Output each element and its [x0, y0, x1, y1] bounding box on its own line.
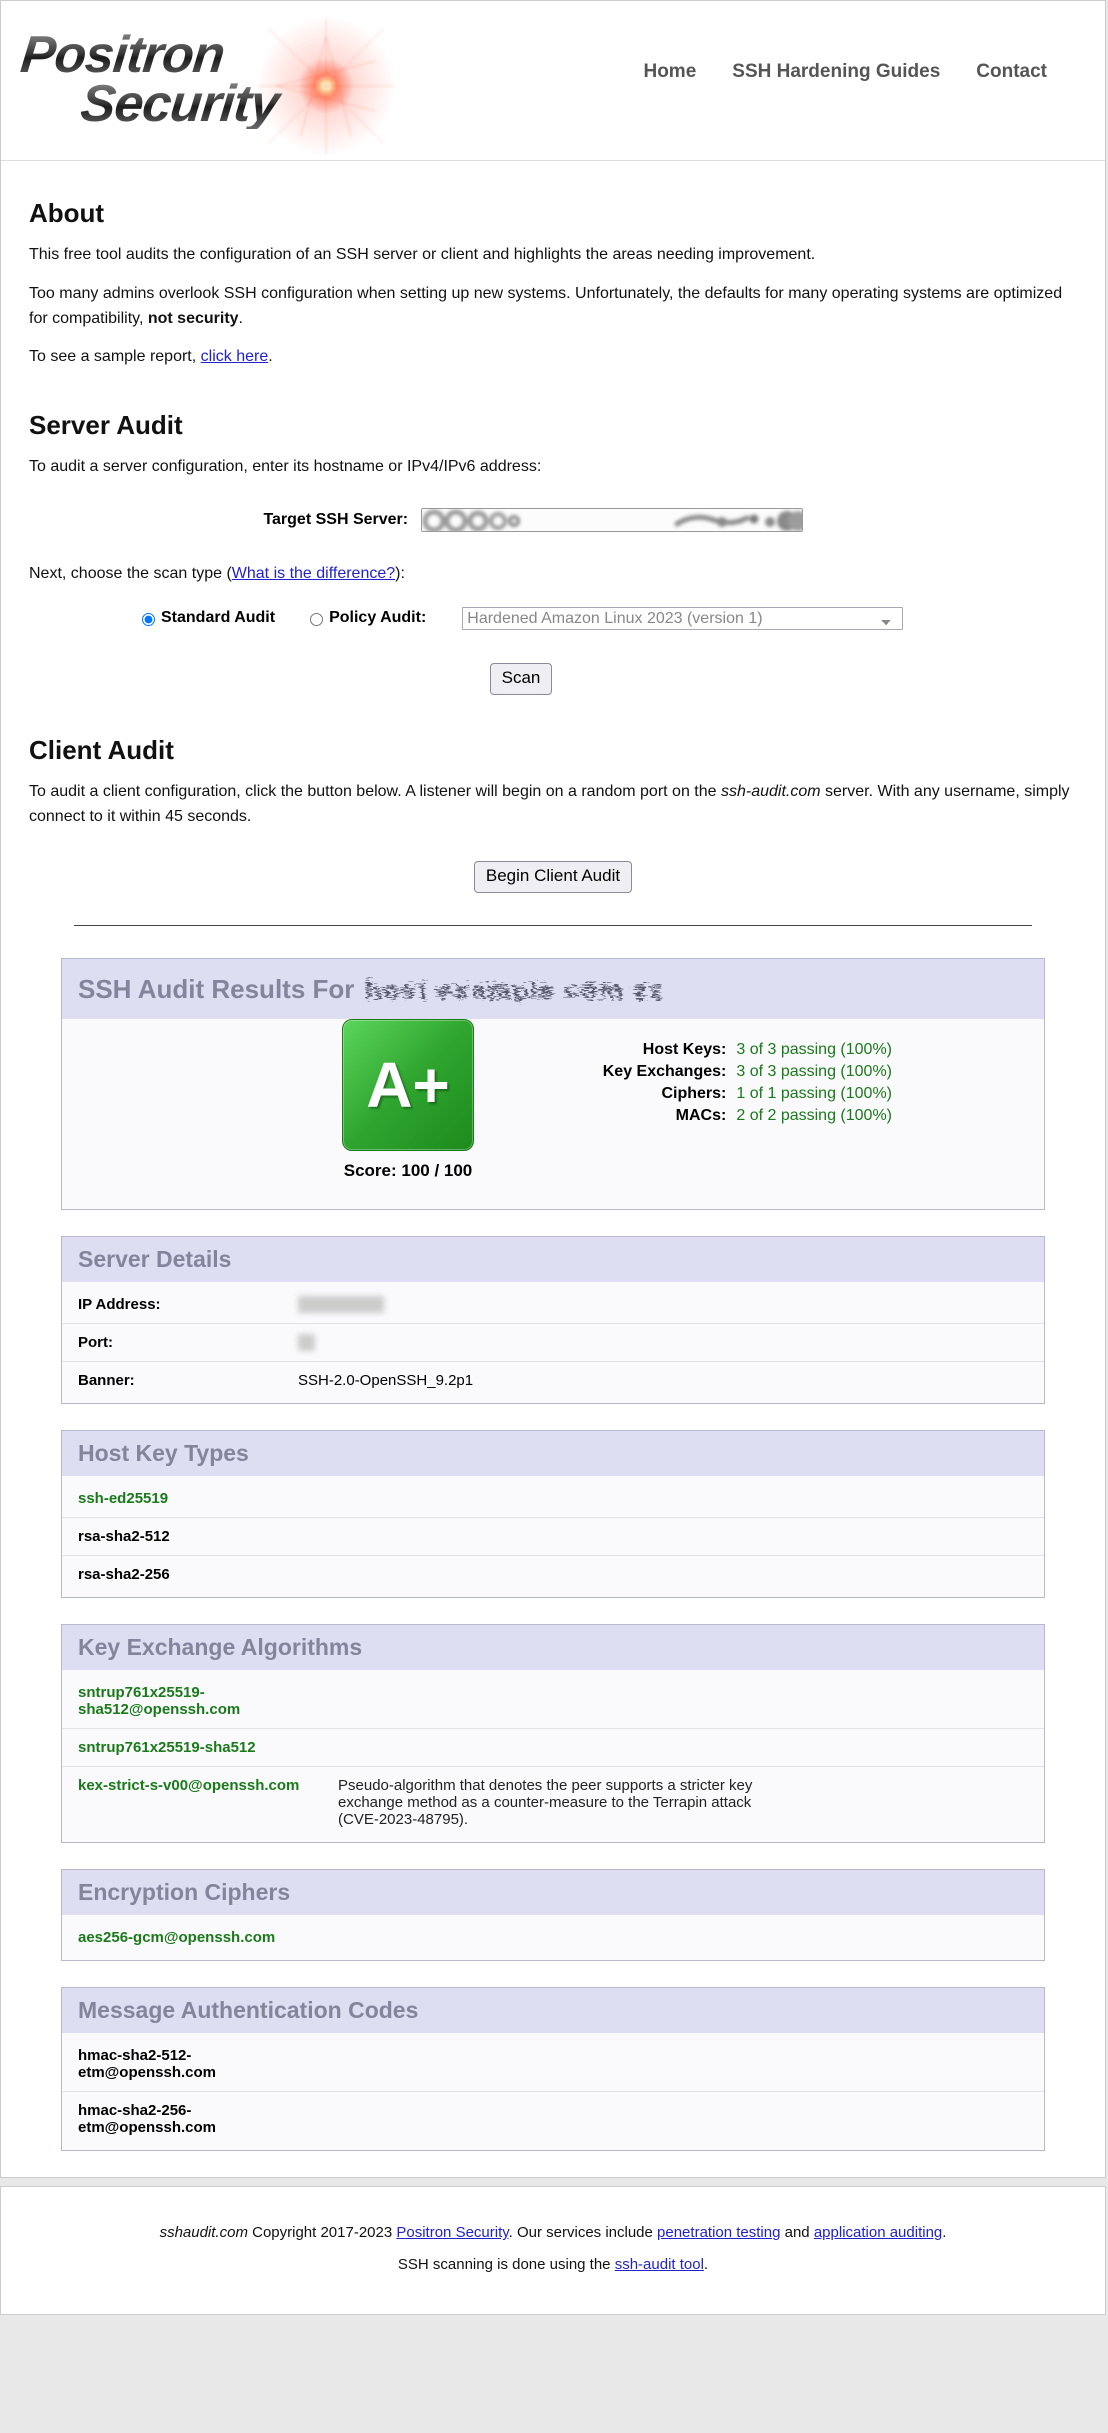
svg-text:host example com zz: host example com zz [362, 971, 660, 1001]
